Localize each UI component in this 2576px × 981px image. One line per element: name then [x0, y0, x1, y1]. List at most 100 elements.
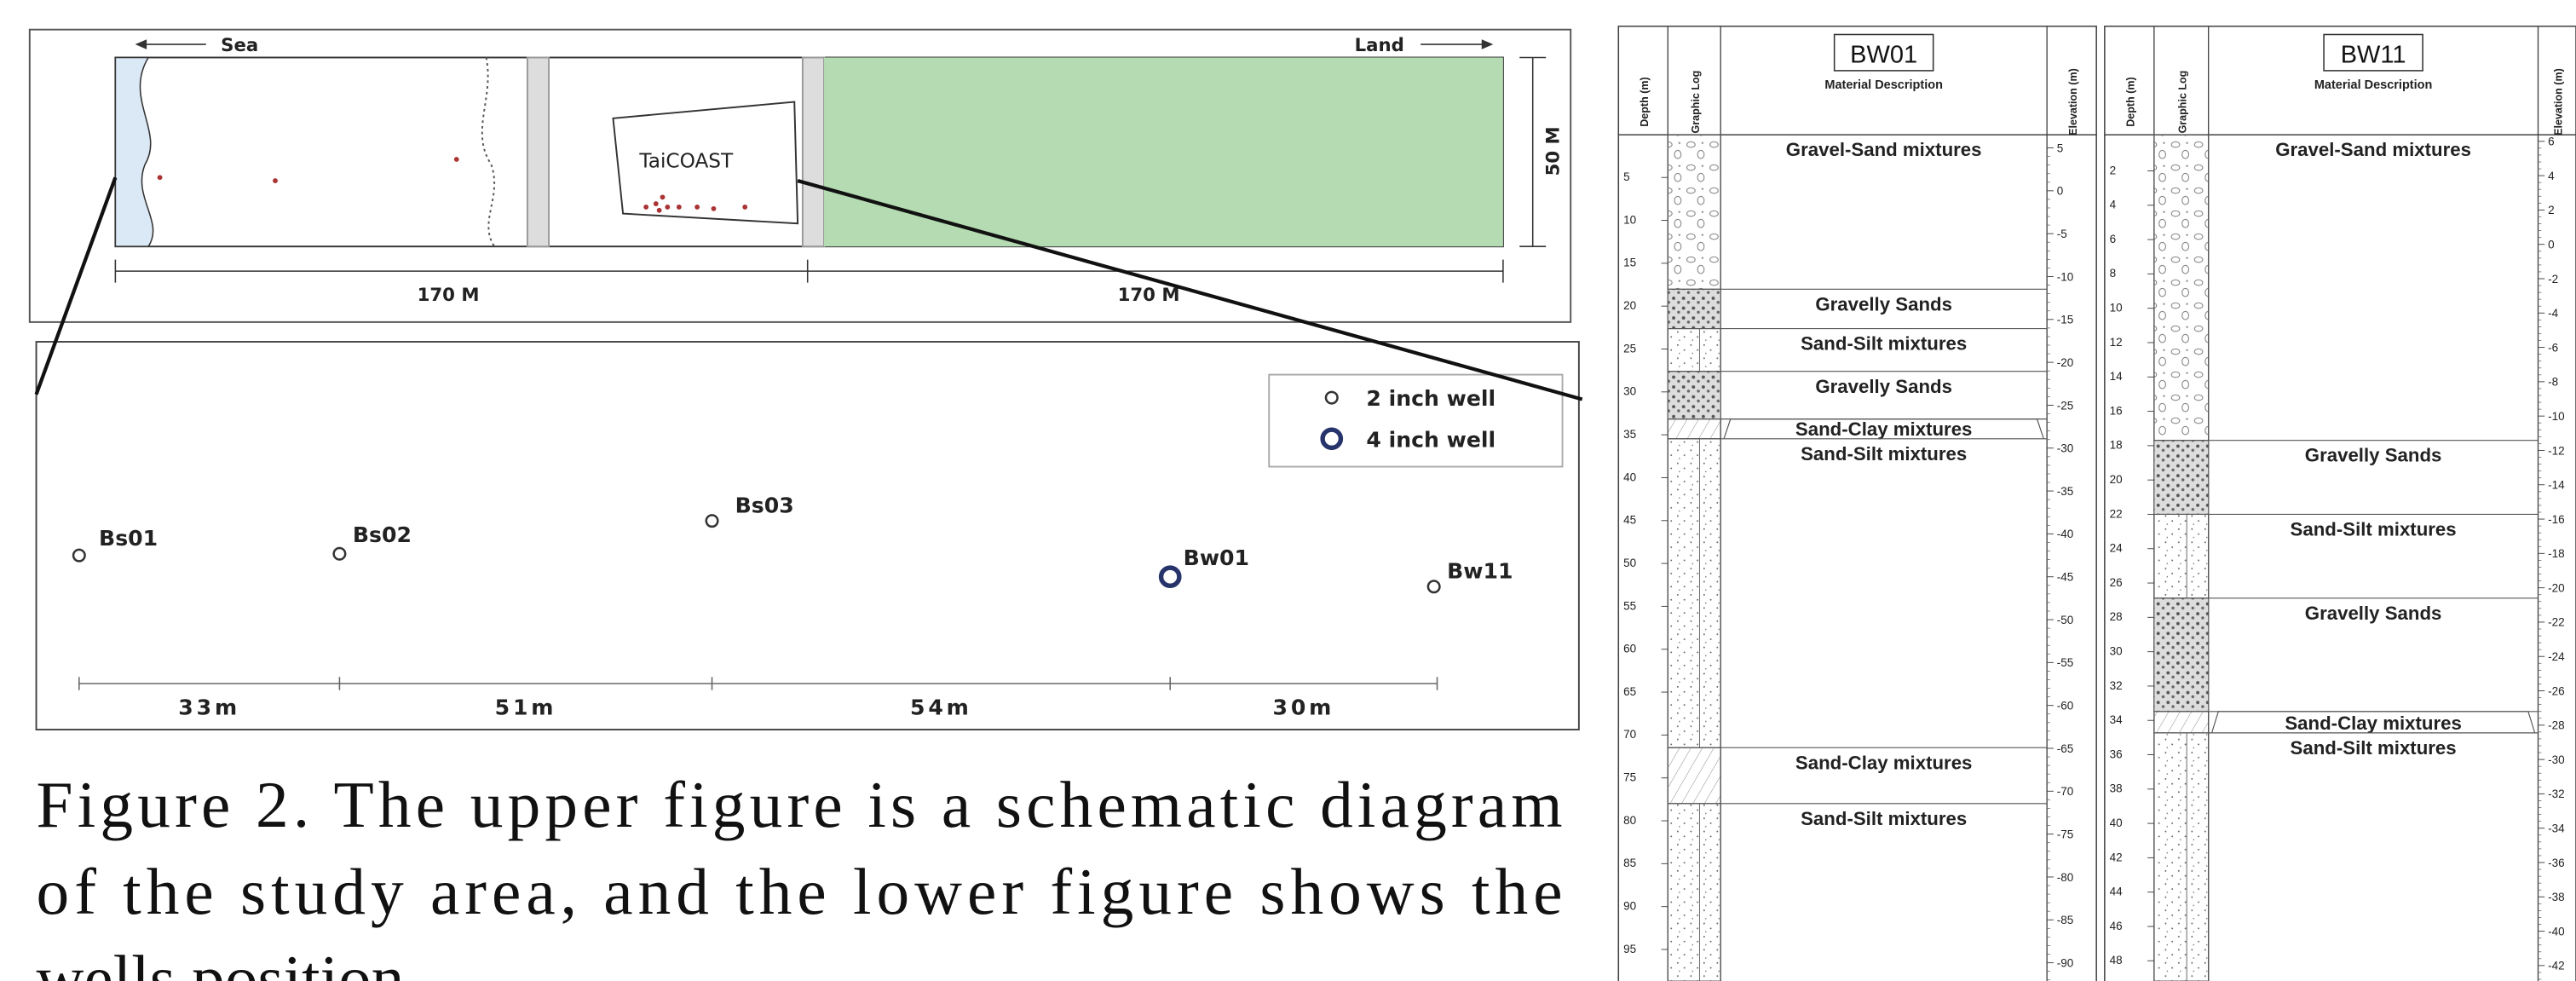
- elevation-tick: -22: [2548, 616, 2565, 629]
- depth-tick: 38: [2110, 782, 2123, 795]
- depth-tick: 46: [2110, 920, 2123, 932]
- depth-tick: 5: [1623, 170, 1630, 183]
- elevation-tick: 6: [2548, 136, 2555, 148]
- graphic-log: [2154, 733, 2209, 981]
- elevation-tick: -75: [2057, 828, 2074, 840]
- elevation-tick: -34: [2548, 822, 2565, 835]
- well-label: Bw11: [1447, 559, 1513, 584]
- elevation-tick: 0: [2548, 239, 2555, 251]
- elevation-tick: -36: [2548, 857, 2565, 869]
- depth-tick: 16: [2110, 404, 2123, 417]
- layer-label: Sand-Silt mixtures: [1801, 443, 1967, 465]
- layer-label: Sand-Silt mixtures: [2291, 519, 2457, 540]
- depth-tick: 12: [2110, 336, 2123, 349]
- elevation-tick: -70: [2057, 785, 2074, 798]
- legend-label: 4 inch well: [1366, 427, 1495, 452]
- depth-tick: 75: [1623, 771, 1636, 784]
- graphic-log: [1668, 372, 1720, 419]
- elevation-tick: -10: [2548, 410, 2565, 423]
- elevation-tick: -15: [2057, 314, 2074, 326]
- well-label: Bs02: [353, 522, 412, 547]
- elevation-tick: -50: [2057, 614, 2074, 626]
- road: [527, 57, 549, 246]
- depth-tick: 34: [2110, 713, 2124, 726]
- elevation-tick: -4: [2548, 307, 2559, 320]
- depth-tick: 14: [2110, 370, 2124, 383]
- elevation-tick: -2: [2548, 273, 2558, 286]
- depth-tick: 30: [1623, 385, 1636, 398]
- depth-tick: 4: [2110, 199, 2117, 211]
- log-title: BW01: [1850, 41, 1917, 68]
- legend-symbol: [1326, 392, 1338, 403]
- elevation-tick: 4: [2548, 170, 2555, 182]
- graphic-log: [1668, 747, 1720, 804]
- elevation-tick: -8: [2548, 376, 2558, 389]
- depth-tick: 30: [2110, 645, 2123, 658]
- graphic-log: [1668, 289, 1720, 328]
- elevation-tick: -14: [2548, 479, 2565, 492]
- depth-tick: 20: [1623, 299, 1636, 312]
- layer-label: Sand-Silt mixtures: [1801, 808, 1967, 829]
- elevation-tick: -42: [2548, 960, 2565, 972]
- elevation-tick: -12: [2548, 444, 2565, 457]
- elevation-tick: -65: [2057, 742, 2074, 755]
- depth-tick: 20: [2110, 473, 2123, 486]
- elevation-tick: -38: [2548, 891, 2565, 903]
- layer-label: Sand-Clay mixtures: [2285, 713, 2461, 734]
- well-label: Bw01: [1184, 545, 1249, 570]
- elevation-tick: -18: [2548, 547, 2565, 560]
- column-header: Graphic Log: [1690, 71, 1702, 134]
- depth-tick: 55: [1623, 599, 1636, 612]
- elevation-tick: -10: [2057, 270, 2074, 283]
- depth-tick: 25: [1623, 342, 1636, 355]
- depth-tick: 40: [2110, 817, 2123, 829]
- elevation-tick: -20: [2548, 581, 2565, 594]
- caption-line: of the study area, and the lower figure …: [37, 855, 1563, 928]
- page: {"upper_diagram":{"sea_label":"Sea","lan…: [0, 0, 2576, 981]
- borehole-log: BW01 Material Description Depth (m) Graphic…: [1618, 26, 2096, 981]
- width-label: 50 M: [1543, 126, 1565, 176]
- well-label: Bs03: [735, 493, 794, 518]
- graphic-log: [1668, 439, 1720, 747]
- depth-tick: 2: [2110, 164, 2117, 176]
- depth-tick: 50: [1623, 557, 1636, 569]
- caption-line: wells position.: [37, 942, 421, 981]
- elevation-tick: 2: [2548, 204, 2555, 216]
- elevation-tick: -28: [2548, 719, 2565, 732]
- elevation-tick: -40: [2057, 528, 2074, 540]
- upper-diagram: Sea Land TaiCOAST 50 M 170 M 170 M: [30, 30, 1570, 322]
- depth-tick: 44: [2110, 886, 2124, 898]
- graphic-log: [2154, 598, 2209, 712]
- span-label: 170 M: [1118, 285, 1180, 306]
- elevation-tick: -45: [2057, 571, 2074, 584]
- depth-tick: 18: [2110, 439, 2123, 452]
- depth-tick: 40: [1623, 470, 1636, 483]
- elevation-tick: -80: [2057, 871, 2074, 884]
- layer-label: Gravelly Sands: [2305, 445, 2442, 466]
- elevation-tick: -24: [2548, 650, 2565, 663]
- column-header: Elevation (m): [2553, 68, 2565, 136]
- log-subtitle: Material Description: [1824, 78, 1943, 92]
- depth-tick: 80: [1623, 814, 1636, 827]
- depth-tick: 10: [1623, 213, 1636, 226]
- layer-label: Sand-Clay mixtures: [1795, 752, 1972, 773]
- well: [334, 548, 346, 559]
- graphic-log: [2154, 441, 2209, 515]
- depth-tick: 24: [2110, 542, 2124, 555]
- depth-tick: 6: [2110, 233, 2117, 245]
- graphic-log: [1668, 329, 1720, 372]
- log-subtitle: Material Description: [2314, 78, 2433, 92]
- elevation-tick: -90: [2057, 956, 2074, 969]
- elevation-tick: -55: [2057, 656, 2074, 669]
- depth-tick: 70: [1623, 728, 1636, 741]
- graphic-log: [1668, 419, 1720, 439]
- elevation-tick: -5: [2057, 228, 2067, 240]
- legend-label: 2 inch well: [1366, 386, 1495, 411]
- land-label: Land: [1355, 35, 1404, 56]
- column-header: Depth (m): [1639, 77, 1651, 126]
- layer-label: Gravelly Sands: [1815, 293, 1952, 314]
- elevation-tick: 5: [2057, 141, 2064, 154]
- legend-symbol: [1323, 430, 1340, 447]
